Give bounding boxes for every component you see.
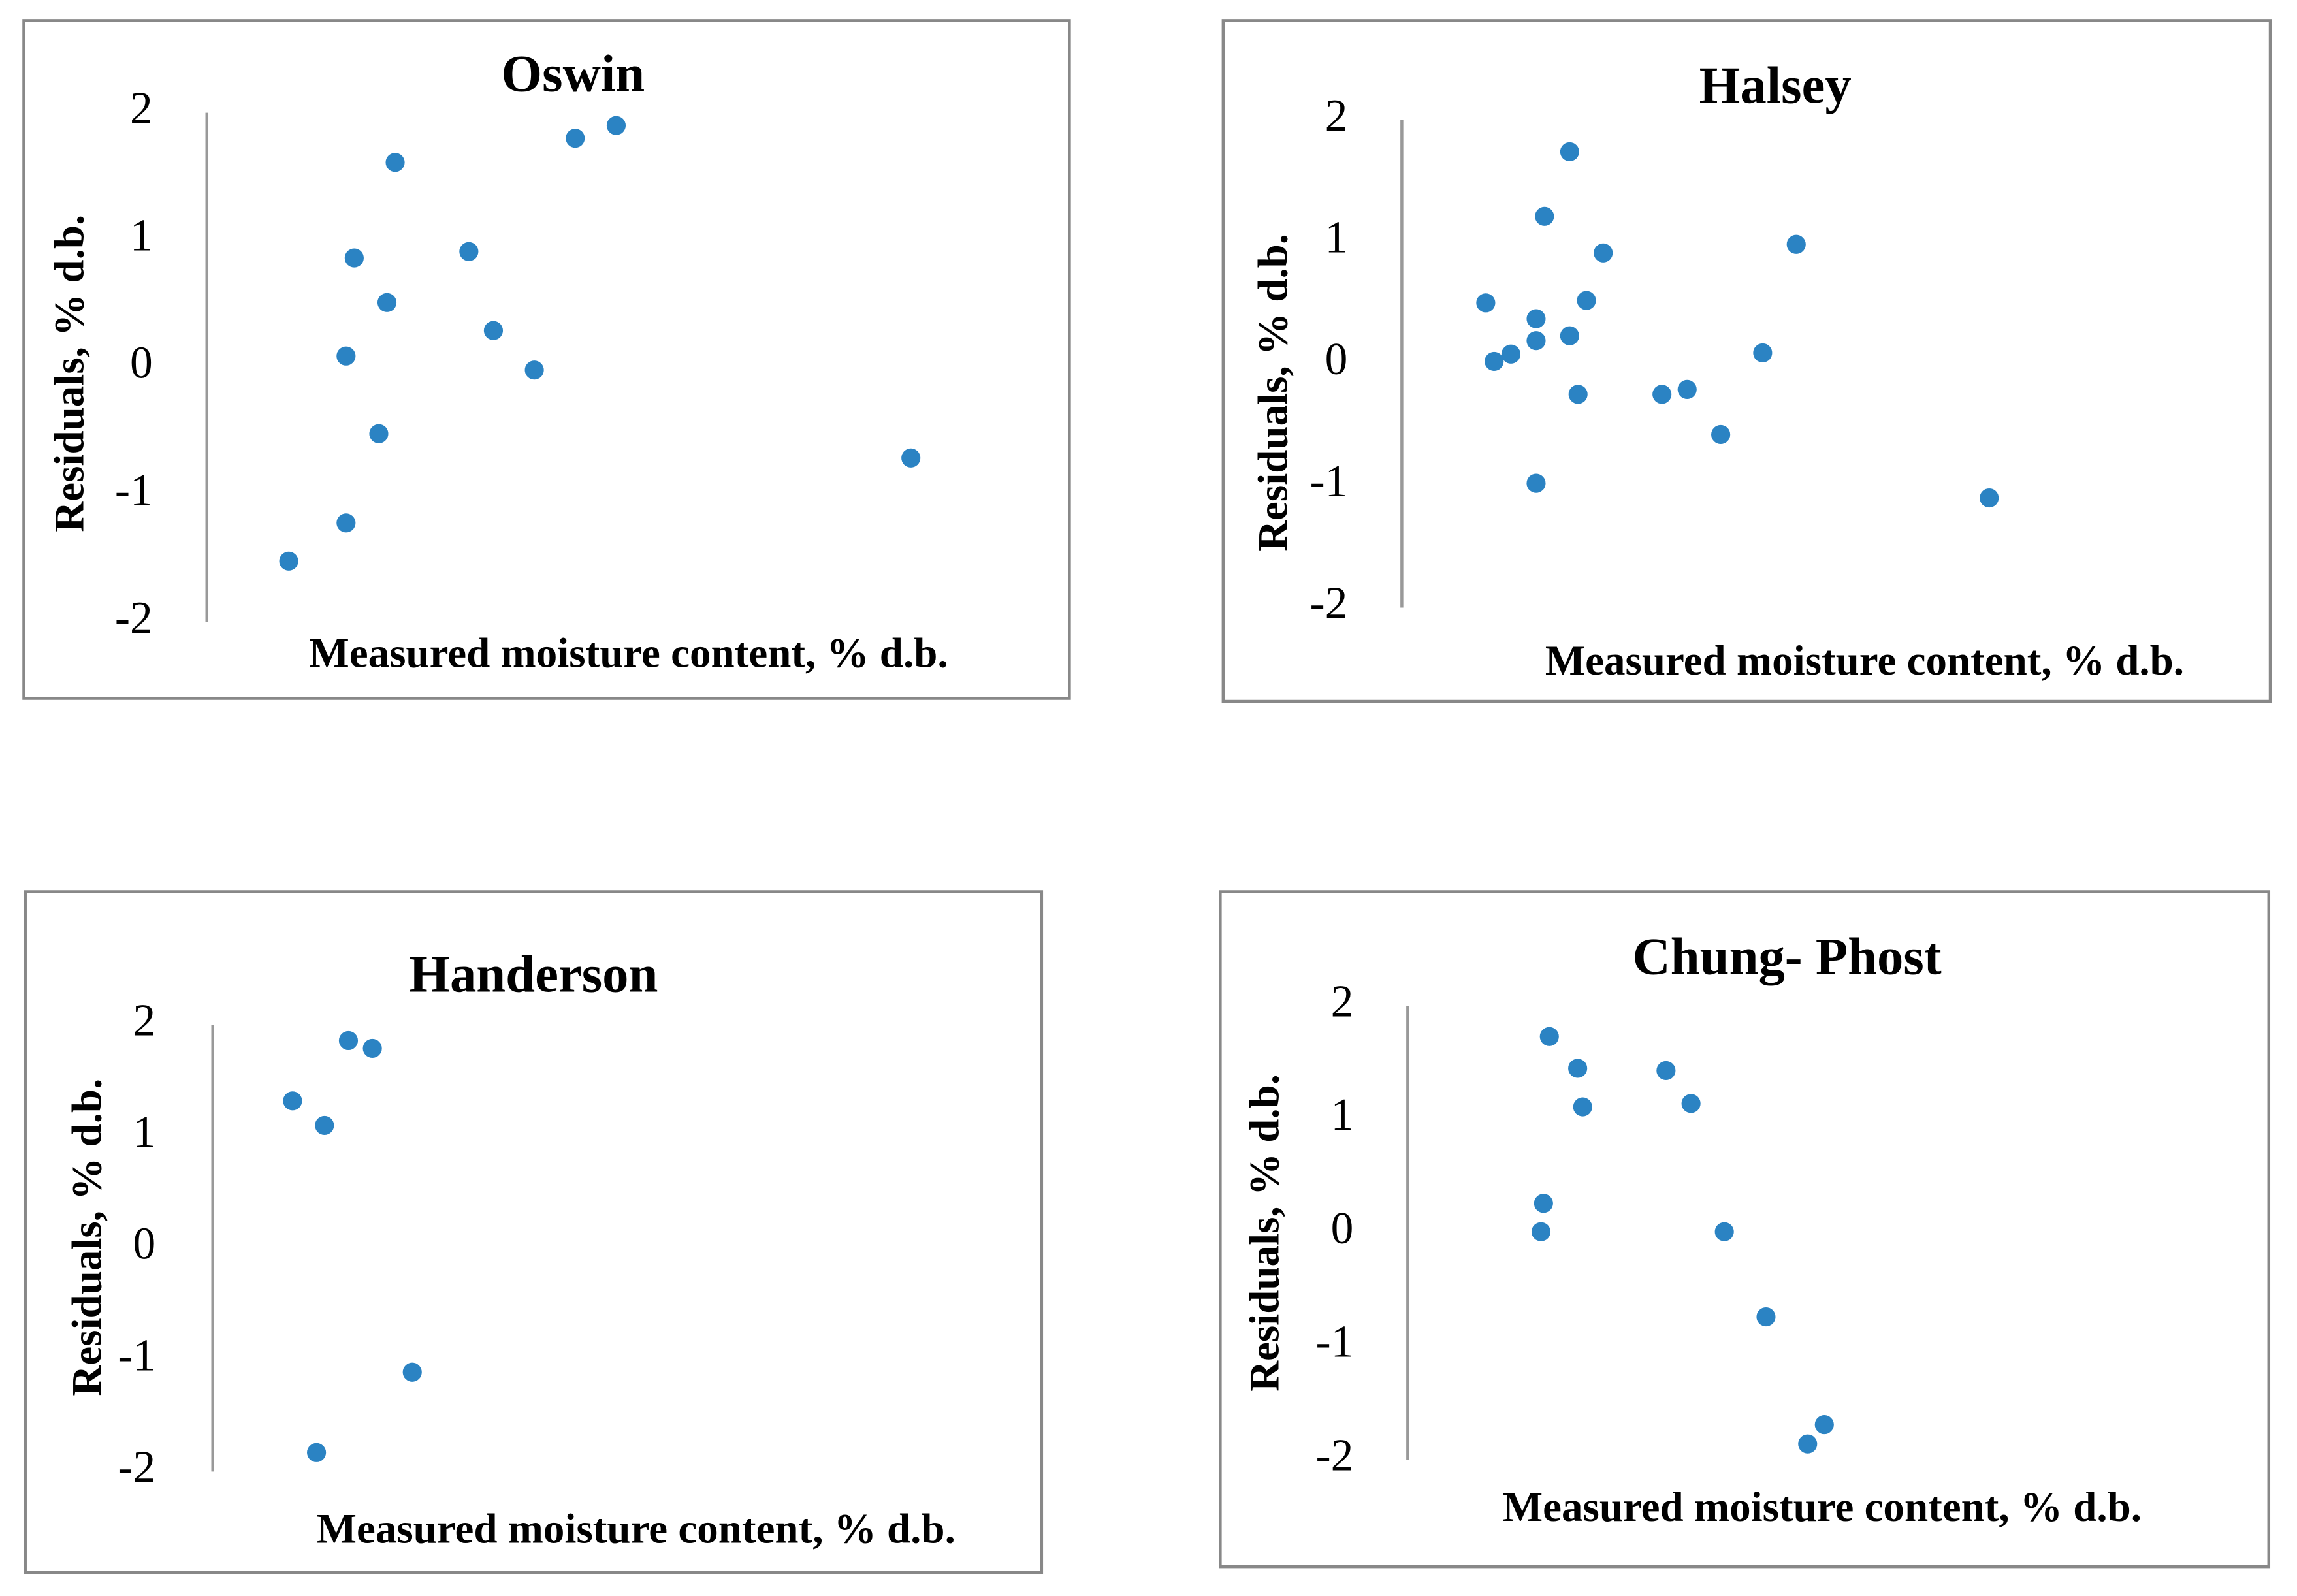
point <box>1756 1307 1776 1327</box>
y-tick-label: -2 <box>1310 578 1348 628</box>
point <box>1677 379 1697 399</box>
point <box>1485 351 1504 372</box>
point <box>1501 344 1520 364</box>
point <box>483 321 504 340</box>
panel-frame <box>22 19 1071 700</box>
point <box>1568 385 1588 404</box>
y-axis-label: Residuals, % d.b. <box>1250 234 1297 551</box>
chart-title: Oswin <box>501 45 645 103</box>
point <box>1814 1415 1834 1435</box>
y-axis-label: Residuals, % d.b. <box>1241 1074 1288 1392</box>
panel-frame <box>24 890 1044 1574</box>
y-axis-label: Residuals, % d.b. <box>46 215 93 532</box>
y-tick-label: -2 <box>118 1442 155 1492</box>
y-tick-label: -1 <box>118 1330 155 1381</box>
x-axis-label: Measured moisture content, % d.b. <box>1503 1484 2142 1531</box>
chart-title: Halsey <box>1699 57 1852 115</box>
y-tick-label: 0 <box>130 338 153 389</box>
point <box>1539 1027 1559 1046</box>
point <box>385 153 405 172</box>
y-tick-label: 0 <box>133 1219 156 1269</box>
point <box>336 513 356 533</box>
point <box>336 346 356 366</box>
y-tick-label: 2 <box>130 84 153 134</box>
y-tick-label: -2 <box>115 593 153 643</box>
y-tick-label: -1 <box>1310 456 1348 507</box>
y-tick-label: -1 <box>115 466 153 516</box>
point <box>1560 326 1579 345</box>
point <box>279 551 298 571</box>
y-tick-label: 2 <box>1331 976 1354 1027</box>
point <box>606 116 626 135</box>
point <box>1711 424 1731 445</box>
y-tick-label: 1 <box>130 211 153 261</box>
y-tick-label: 2 <box>1325 91 1348 141</box>
point <box>1534 1194 1553 1213</box>
point <box>1714 1222 1734 1241</box>
y-tick-label: 1 <box>1331 1090 1354 1140</box>
point <box>402 1362 422 1382</box>
point <box>1573 1097 1592 1117</box>
point <box>1531 1222 1551 1241</box>
x-axis-label: Measured moisture content, % d.b. <box>317 1506 956 1553</box>
point <box>1526 331 1546 351</box>
point <box>1476 293 1496 313</box>
point <box>1652 385 1672 404</box>
y-tick-label: 1 <box>133 1107 156 1157</box>
point <box>1980 488 1999 508</box>
point <box>283 1091 302 1111</box>
y-tick-label: 0 <box>1331 1204 1354 1254</box>
point <box>1577 291 1596 310</box>
point <box>1568 1059 1588 1078</box>
y-tick-label: 0 <box>1325 334 1348 385</box>
point <box>362 1038 382 1059</box>
point <box>344 248 364 268</box>
point <box>307 1443 327 1462</box>
x-axis-label: Measured moisture content, % d.b. <box>1545 637 2184 684</box>
point <box>377 293 397 312</box>
point <box>459 242 479 261</box>
point <box>1526 309 1546 328</box>
point <box>1594 243 1613 263</box>
point <box>1681 1094 1701 1113</box>
point <box>369 424 389 443</box>
y-tick-label: 2 <box>133 995 156 1045</box>
y-tick-label: -1 <box>1316 1317 1354 1367</box>
point <box>1786 234 1806 254</box>
point <box>1753 343 1773 362</box>
point <box>524 360 544 380</box>
panel-frame <box>1219 890 2271 1569</box>
chart-title: Handerson <box>409 946 658 1004</box>
point <box>338 1030 359 1051</box>
point <box>1656 1061 1676 1081</box>
y-tick-label: -2 <box>1316 1430 1354 1480</box>
point <box>1798 1434 1818 1454</box>
chart-title: Chung- Phost <box>1633 928 1942 986</box>
point <box>901 448 921 468</box>
point <box>1526 473 1546 493</box>
x-axis-label: Measured moisture content, % d.b. <box>309 630 948 677</box>
point <box>566 129 585 148</box>
point <box>1535 206 1554 226</box>
y-tick-label: 1 <box>1325 212 1348 263</box>
point <box>1560 142 1579 161</box>
y-axis-label: Residuals, % d.b. <box>64 1079 111 1396</box>
point <box>315 1115 334 1135</box>
panel-frame <box>1221 19 2272 703</box>
